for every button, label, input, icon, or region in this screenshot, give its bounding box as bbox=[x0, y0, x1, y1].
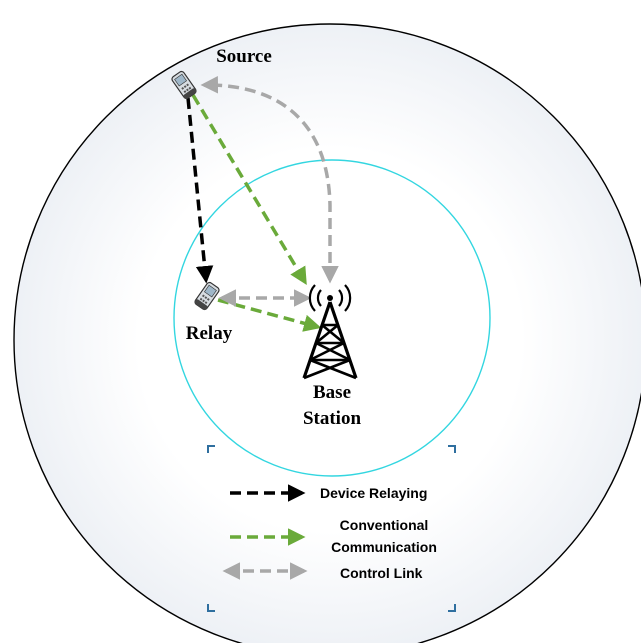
legend-device-relaying-label: Device Relaying bbox=[320, 485, 427, 501]
control-link-bs-source bbox=[200, 76, 339, 284]
corner-marks bbox=[207, 445, 456, 612]
base-station-label-line2: Station bbox=[303, 408, 362, 429]
relay-label: Relay bbox=[186, 323, 233, 344]
base-station-label-line1: Base bbox=[313, 382, 351, 403]
legend: Device Relaying Conventional Communicati… bbox=[222, 484, 437, 581]
source-phone-icon bbox=[171, 70, 197, 100]
legend-control-link-label: Control Link bbox=[340, 565, 423, 581]
legend-conventional-label-line2: Communication bbox=[331, 539, 437, 555]
relay-phone-icon bbox=[194, 281, 220, 311]
source-label: Source bbox=[216, 46, 272, 67]
legend-conventional-label-line1: Conventional bbox=[340, 517, 429, 533]
base-station-tower-icon bbox=[302, 284, 358, 380]
device-relaying-link bbox=[186, 97, 214, 284]
